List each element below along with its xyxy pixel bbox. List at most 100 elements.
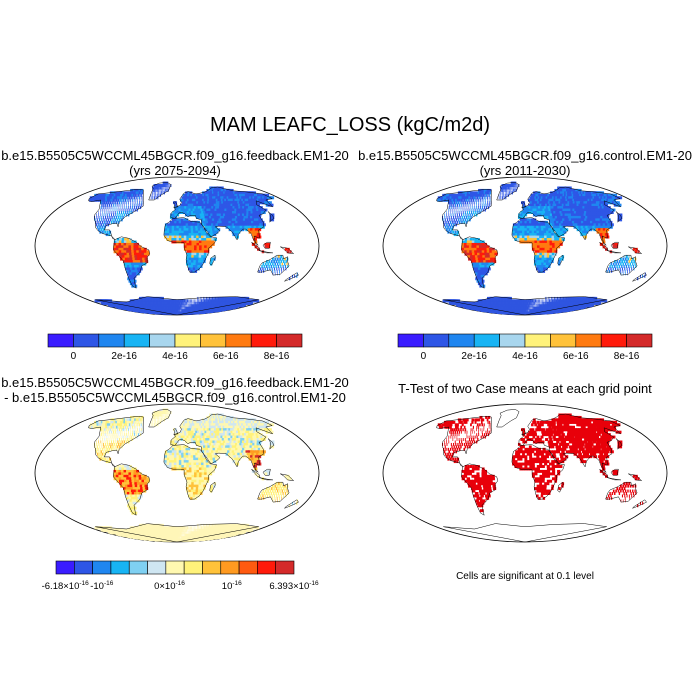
grid-cell: [164, 299, 168, 303]
grid-cell: [530, 304, 532, 308]
panel-feedback-title-line2: (yrs 2075-2094): [129, 163, 221, 178]
grid-cell: [113, 242, 117, 246]
grid-cell: [478, 203, 479, 207]
grid-cell: [255, 230, 260, 234]
grid-cell: [503, 191, 504, 195]
grid-cell: [520, 201, 524, 205]
grid-cell: [203, 257, 206, 261]
grid-cell: [519, 228, 523, 232]
grid-cell: [536, 252, 540, 256]
grid-cell: [476, 279, 481, 283]
grid-cell: [136, 250, 140, 254]
grid-cell: [506, 186, 508, 190]
grid-cell: [537, 220, 542, 224]
grid-cell: [486, 265, 491, 268]
grid-cell: [528, 309, 529, 313]
grid-cell: [526, 230, 530, 234]
grid-cell: [538, 301, 539, 305]
grid-cell: [213, 255, 217, 259]
grid-cell: [560, 220, 565, 224]
grid-cell: [541, 255, 545, 259]
grid-cell: [108, 425, 111, 429]
grid-cell: [183, 223, 187, 227]
grid-cell: [196, 299, 198, 303]
grid-cell: [542, 245, 546, 249]
grid-cell: [276, 262, 279, 266]
grid-cell: [551, 233, 555, 237]
grid-cell: [174, 228, 177, 232]
grid-cell: [206, 225, 211, 229]
grid-cell: [538, 304, 540, 308]
grid-cell: [133, 252, 138, 256]
grid-cell: [478, 269, 483, 273]
grid-cell: [520, 218, 523, 222]
grid-cell: [153, 193, 155, 197]
grid-cell: [169, 223, 173, 227]
grid-cell: [206, 250, 210, 254]
grid-cell: [241, 225, 246, 229]
grid-cell: [198, 425, 203, 429]
grid-cell: [477, 267, 482, 271]
grid-cell: [471, 193, 474, 197]
grid-cell: [567, 296, 569, 300]
grid-cell: [534, 260, 537, 264]
grid-cell: [197, 311, 217, 315]
grid-cell: [484, 247, 488, 251]
grid-cell: [193, 230, 197, 234]
grid-cell: [480, 267, 484, 271]
grid-cell: [158, 420, 160, 424]
grid-cell: [226, 215, 231, 219]
grid-cell: [517, 184, 519, 187]
grid-cell: [170, 213, 173, 217]
grid-cell: [112, 208, 114, 212]
coastline-africa: [511, 217, 565, 273]
coastlines: [88, 182, 299, 315]
panel-feedback-title-line1: b.e15.B5505C5WCCML45BGCR.f09_g16.feedbac…: [1, 148, 349, 163]
grid-cell: [533, 198, 536, 202]
grid-cell: [445, 220, 447, 224]
grid-cell: [146, 250, 150, 254]
grid-cell: [131, 252, 135, 256]
grid-cell: [128, 206, 130, 210]
grid-cell: [169, 184, 171, 187]
grid-cell: [190, 425, 194, 429]
grid-cell: [482, 208, 484, 212]
grid-cell: [113, 423, 116, 427]
grid-cell: [609, 198, 617, 202]
grid-cell: [188, 304, 190, 308]
grid-cell: [203, 233, 207, 237]
grid-cell: [122, 423, 124, 427]
grid-cell: [538, 267, 541, 271]
grid-cell: [208, 220, 212, 224]
grid-cell: [138, 191, 141, 195]
grid-cell: [507, 296, 511, 300]
grid-cell: [129, 191, 132, 195]
grid-cell: [92, 198, 96, 202]
grid-cell: [552, 203, 556, 207]
grid-cell: [246, 220, 251, 224]
grid-cell: [578, 225, 582, 229]
grid-cell: [529, 225, 533, 229]
grid-cell: [503, 193, 505, 197]
grid-cell: [595, 215, 601, 219]
grid-cell: [123, 247, 127, 251]
grid-cell: [522, 228, 525, 232]
grid-cell: [140, 260, 144, 264]
grid-cell: [587, 225, 592, 229]
grid-cell: [157, 186, 159, 190]
grid-cell: [524, 206, 527, 210]
grid-cell: [100, 211, 101, 214]
grid-cell: [191, 247, 195, 251]
grid-cell: [203, 301, 206, 305]
grid-cell: [102, 208, 104, 212]
grid-cell: [471, 245, 475, 249]
grid-cell: [461, 201, 463, 205]
grid-cell: [529, 230, 533, 234]
grid-cell: [175, 306, 178, 310]
grid-cell: [570, 296, 573, 300]
grid-cell: [133, 428, 135, 432]
grid-cell: [572, 223, 577, 227]
grid-cell: [515, 225, 518, 229]
grid-cell: [204, 301, 207, 305]
grid-cell: [566, 299, 570, 303]
